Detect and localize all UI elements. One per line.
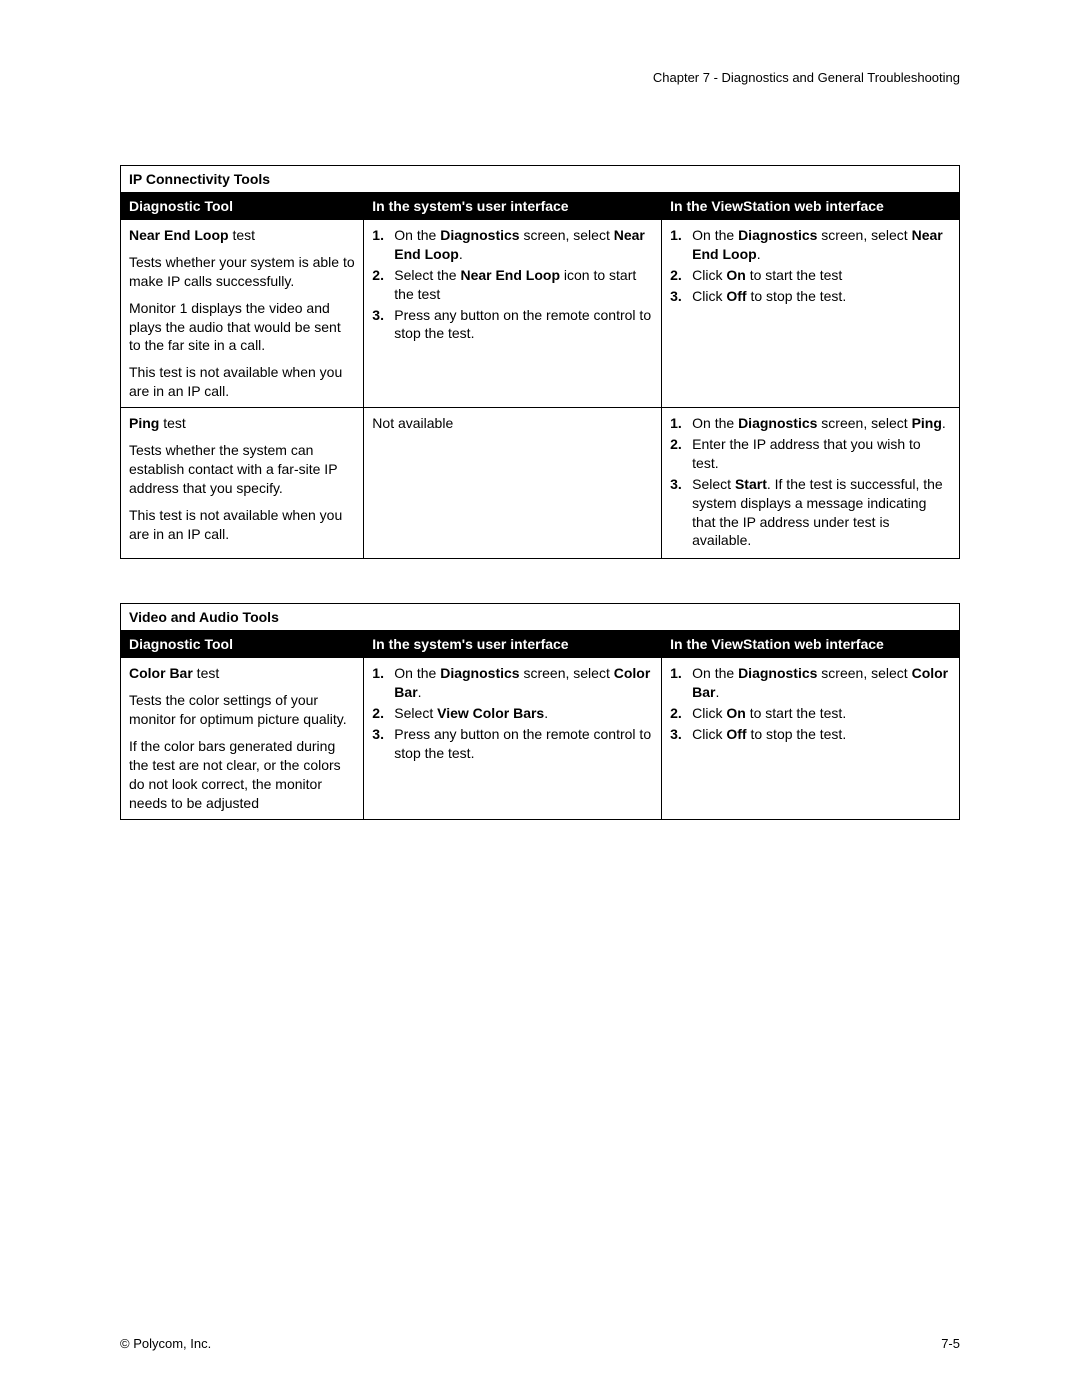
step-text: to stop the test. — [747, 288, 847, 304]
tool-cell: Ping test Tests whether the system can e… — [121, 408, 364, 559]
web-cell: 1.On the Diagnostics screen, select Near… — [662, 220, 960, 408]
step-text: screen, select — [520, 227, 614, 243]
step-text: . — [459, 246, 463, 262]
step-text: Select the — [394, 267, 460, 283]
chapter-header: Chapter 7 - Diagnostics and General Trou… — [120, 70, 960, 85]
table-row: Near End Loop test Tests whether your sy… — [121, 220, 960, 408]
page-footer: © Polycom, Inc. 7-5 — [120, 1336, 960, 1351]
step-text: to start the test. — [746, 705, 846, 721]
table-row: Ping test Tests whether the system can e… — [121, 408, 960, 559]
web-cell: 1.On the Diagnostics screen, select Colo… — [662, 658, 960, 819]
step-text: . — [757, 246, 761, 262]
step-bold: On — [726, 267, 745, 283]
step-text: Select — [394, 705, 437, 721]
table2-col3: In the ViewStation web interface — [662, 631, 960, 658]
tool-title-rest: test — [229, 227, 255, 243]
ui-cell: 1.On the Diagnostics screen, select Colo… — [364, 658, 662, 819]
table1-title: IP Connectivity Tools — [121, 166, 960, 193]
table2-col1: Diagnostic Tool — [121, 631, 364, 658]
footer-right: 7-5 — [941, 1336, 960, 1351]
table-row: Color Bar test Tests the color settings … — [121, 658, 960, 819]
tool-desc: If the color bars generated during the t… — [129, 737, 355, 813]
step-bold: Diagnostics — [440, 227, 519, 243]
tool-desc: Tests the color settings of your monitor… — [129, 691, 355, 729]
step-text: screen, select — [817, 665, 911, 681]
tool-desc: Tests whether the system can establish c… — [129, 441, 355, 498]
step-text: Press any button on the remote control t… — [394, 725, 653, 763]
step-text: . — [942, 415, 946, 431]
step-text: Press any button on the remote control t… — [394, 306, 653, 344]
table-ip-connectivity: IP Connectivity Tools Diagnostic Tool In… — [120, 165, 960, 559]
tool-desc: This test is not available when you are … — [129, 363, 355, 401]
step-text: Enter the IP address that you wish to te… — [692, 435, 951, 473]
tool-cell: Near End Loop test Tests whether your sy… — [121, 220, 364, 408]
step-bold: On — [726, 705, 745, 721]
tool-title-bold: Color Bar — [129, 665, 193, 681]
tool-title-rest: test — [159, 415, 185, 431]
step-bold: Near End Loop — [460, 267, 560, 283]
step-text: On the — [692, 415, 738, 431]
tool-desc: Tests whether your system is able to mak… — [129, 253, 355, 291]
step-bold: Start — [735, 476, 767, 492]
step-text: On the — [394, 665, 440, 681]
step-bold: Off — [726, 726, 746, 742]
step-bold: View Color Bars — [437, 705, 544, 721]
step-text: Click — [692, 288, 726, 304]
tool-cell: Color Bar test Tests the color settings … — [121, 658, 364, 819]
ui-cell: Not available — [364, 408, 662, 559]
step-text: . — [418, 684, 422, 700]
web-cell: 1.On the Diagnostics screen, select Ping… — [662, 408, 960, 559]
step-text: Select — [692, 476, 735, 492]
step-text: screen, select — [817, 227, 911, 243]
step-text: . — [544, 705, 548, 721]
tool-desc: This test is not available when you are … — [129, 506, 355, 544]
step-text: On the — [394, 227, 440, 243]
step-text: to start the test — [746, 267, 843, 283]
step-text: Click — [692, 726, 726, 742]
step-bold: Ping — [912, 415, 942, 431]
tool-title-rest: test — [193, 665, 219, 681]
step-text: screen, select — [817, 415, 911, 431]
tool-title-bold: Ping — [129, 415, 159, 431]
step-text: On the — [692, 227, 738, 243]
step-text: screen, select — [520, 665, 614, 681]
footer-left: © Polycom, Inc. — [120, 1336, 211, 1351]
step-text: to stop the test. — [747, 726, 847, 742]
table1-col1: Diagnostic Tool — [121, 193, 364, 220]
step-text: Click — [692, 705, 726, 721]
tool-desc: Monitor 1 displays the video and plays t… — [129, 299, 355, 356]
step-text: On the — [692, 665, 738, 681]
table2-col2: In the system's user interface — [364, 631, 662, 658]
table1-col2: In the system's user interface — [364, 193, 662, 220]
ui-cell: 1.On the Diagnostics screen, select Near… — [364, 220, 662, 408]
step-bold: Off — [726, 288, 746, 304]
table2-title: Video and Audio Tools — [121, 604, 960, 631]
step-bold: Diagnostics — [738, 227, 817, 243]
tool-title-bold: Near End Loop — [129, 227, 229, 243]
table1-col3: In the ViewStation web interface — [662, 193, 960, 220]
step-text: . — [716, 684, 720, 700]
step-bold: Diagnostics — [738, 665, 817, 681]
step-bold: Diagnostics — [738, 415, 817, 431]
table-video-audio: Video and Audio Tools Diagnostic Tool In… — [120, 603, 960, 819]
step-bold: Diagnostics — [440, 665, 519, 681]
step-text: Click — [692, 267, 726, 283]
page: Chapter 7 - Diagnostics and General Trou… — [0, 0, 1080, 1397]
